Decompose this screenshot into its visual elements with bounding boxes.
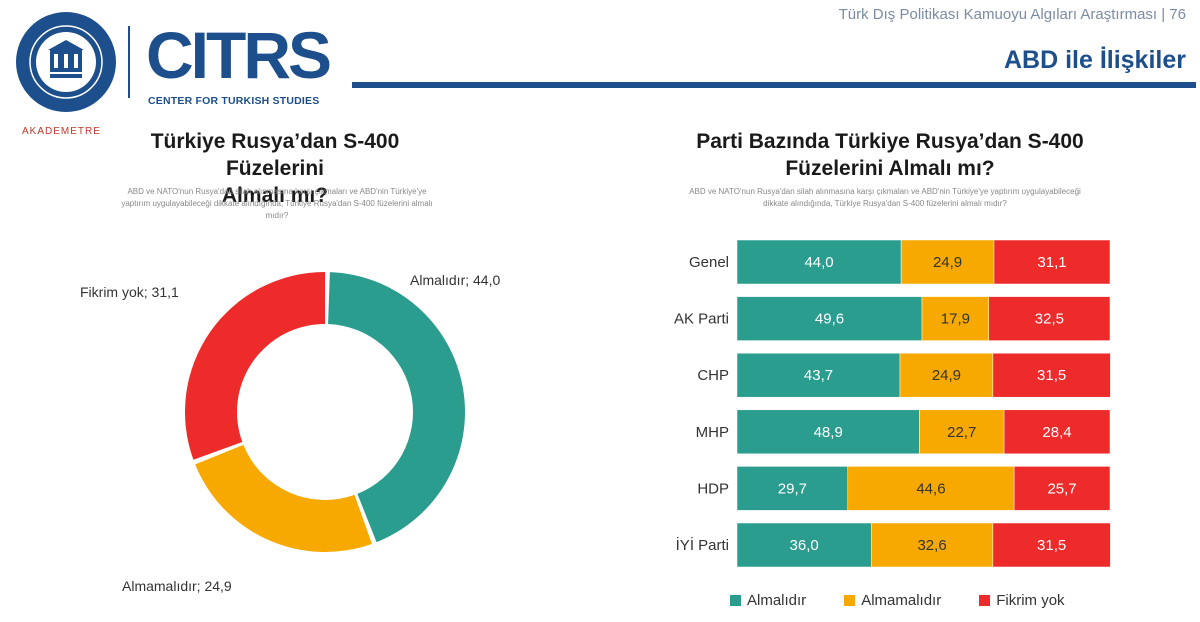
bar-i-yi-parti-fikrim-yok [992, 522, 1111, 568]
stacked-bar-chart: Genel 44,0 24,9 31,1 AK Parti 49,6 17,9 32,5 CHP… [674, 239, 1111, 568]
bar-value-i-yi-parti-almamalidir: 32,6 [917, 537, 946, 554]
header-rule [352, 82, 1196, 88]
legend-swatch-fikrim-yok [979, 595, 991, 606]
bar-value-i-yi-parti-almalidir: 36,0 [790, 537, 819, 554]
bar-legend: Almalıdır Almamalıdır Fikrim yok [730, 592, 1065, 609]
bar-title-line1: Parti Bazında Türkiye Rusya’dan S-400 [696, 130, 1084, 153]
bar-mhp-almamalidir [919, 409, 1005, 455]
bar-ak-parti-almamalidir [921, 296, 990, 341]
legend-item-fikrim-yok: Fikrim yok [979, 592, 1065, 609]
category-label-i-yi-parti: İYİ Parti [676, 536, 729, 554]
donut-slice-fikrim-yok [185, 272, 325, 460]
legend-label-almamalidir: Almamalıdır [861, 592, 942, 609]
header-divider [128, 26, 130, 98]
donut-slice-almalidir [328, 272, 465, 543]
bar-chart-title: Parti Bazında Türkiye Rusya’dan S-400 Fü… [680, 128, 1100, 182]
donut-chart [185, 272, 465, 552]
category-label-hdp: HDP [697, 480, 729, 497]
category-label-ak-parti: AK Parti [674, 311, 729, 328]
donut-title-line2: Almalı mı? [221, 184, 329, 207]
bar-genel-almamalidir [900, 239, 995, 285]
bar-value-chp-fikrim-yok: 31,5 [1037, 367, 1066, 384]
bar-ak-parti-almalidir [736, 296, 923, 341]
donut-slice-almamalidir [195, 444, 372, 552]
bar-chp-fikrim-yok [992, 352, 1111, 398]
donut-label-almamalidir: Almamalıdır; 24,9 [122, 578, 232, 594]
bar-value-mhp-almalidir: 48,9 [814, 424, 843, 441]
bar-value-genel-almalidir: 44,0 [804, 254, 833, 271]
bar-value-ak-parti-fikrim-yok: 32,5 [1035, 311, 1064, 328]
bar-mhp-fikrim-yok [1003, 409, 1111, 455]
bar-value-hdp-fikrim-yok: 25,7 [1047, 480, 1076, 497]
section-title: ABD ile İlişkiler [1003, 46, 1186, 74]
citrs-logo: CITRS [146, 18, 332, 92]
donut-label-fikrim-yok: Fikrim yok; 31,1 [80, 284, 179, 300]
bar-question-text: ABD ve NATO'nun Rusya'dan silah alınması… [689, 187, 1081, 208]
bar-value-hdp-almalidir: 29,7 [778, 480, 807, 497]
bar-mhp-almalidir [736, 409, 920, 455]
survey-title: Türk Dış Politikası Kamuoyu Algıları Ara… [838, 6, 1186, 23]
donut-question-text: ABD ve NATO'nun Rusya'dan silah alınması… [121, 187, 433, 220]
bar-i-yi-parti-almamalidir [871, 522, 994, 568]
bar-genel-almalidir [736, 239, 902, 285]
legend-item-almalidir: Almalıdır [730, 592, 806, 609]
bar-hdp-fikrim-yok [1013, 466, 1111, 511]
citrs-logo-subtitle: CENTER FOR TURKISH STUDIES [148, 95, 320, 107]
donut-title-line1: Türkiye Rusya’dan S-400 Füzelerini [150, 130, 400, 180]
bar-i-yi-parti-almalidir [736, 522, 872, 568]
donut-chart-title: Türkiye Rusya’dan S-400 Füzelerini Almal… [120, 128, 430, 209]
category-label-mhp: MHP [696, 424, 729, 441]
akademetre-logo: AKADEMETRE [22, 126, 101, 137]
legend-label-fikrim-yok: Fikrim yok [996, 592, 1065, 609]
bar-genel-fikrim-yok [993, 239, 1111, 285]
bar-title-line2: Füzelerini Almalı mı? [785, 157, 995, 180]
bar-value-genel-fikrim-yok: 31,1 [1037, 254, 1066, 271]
legend-swatch-almalidir [730, 595, 741, 606]
bar-chp-almalidir [736, 352, 901, 398]
bar-value-hdp-almamalidir: 44,6 [916, 480, 945, 497]
bar-hdp-almamalidir [847, 466, 1015, 511]
category-label-genel: Genel [689, 254, 729, 271]
bar-value-genel-almamalidir: 24,9 [933, 254, 962, 271]
bar-value-mhp-almamalidir: 22,7 [947, 424, 976, 441]
legend-item-almamalidir: Almamalıdır [844, 592, 941, 609]
bar-value-chp-almamalidir: 24,9 [932, 367, 961, 384]
legend-label-almalidir: Almalıdır [747, 592, 807, 609]
category-label-chp: CHP [697, 367, 729, 384]
kadir-has-university-seal [14, 10, 118, 114]
bar-hdp-almalidir [736, 466, 849, 511]
bar-value-i-yi-parti-fikrim-yok: 31,5 [1037, 537, 1066, 554]
bar-value-mhp-fikrim-yok: 28,4 [1042, 424, 1071, 441]
donut-label-almalidir: Almalıdır; 44,0 [410, 272, 501, 288]
bar-ak-parti-fikrim-yok [988, 296, 1111, 341]
legend-swatch-almamalidir [844, 595, 856, 606]
bar-value-ak-parti-almalidir: 49,6 [815, 311, 844, 328]
bar-value-ak-parti-almamalidir: 17,9 [941, 311, 970, 328]
bar-value-chp-almalidir: 43,7 [804, 367, 833, 384]
